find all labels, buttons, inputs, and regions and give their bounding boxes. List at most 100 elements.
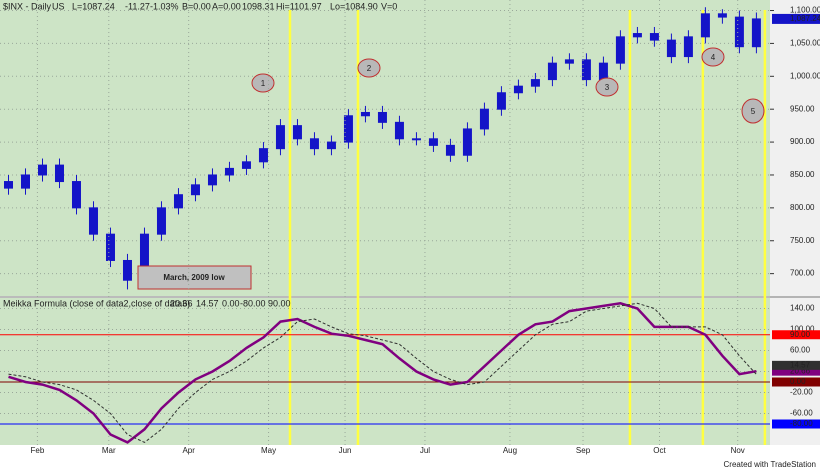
footer: Created with TradeStation: [724, 460, 817, 469]
y-tick-label: 1,000.00: [790, 71, 820, 80]
header-text: -11.27: [125, 1, 150, 11]
header-text: 1098.31: [242, 1, 275, 11]
indicator-level: -80.00: [240, 298, 266, 308]
candle-body: [547, 62, 557, 81]
y-tick-label: -20.00: [790, 388, 813, 397]
candle-body: [411, 138, 421, 141]
candle-body: [751, 18, 761, 48]
x-tick-label: Mar: [102, 446, 116, 455]
header-text: US: [52, 1, 65, 11]
x-tick-label: Apr: [182, 446, 195, 455]
indicator-level: 90.00: [268, 298, 291, 308]
candle-body: [88, 207, 98, 235]
indicator-line: [8, 302, 757, 443]
candle-body: [241, 161, 251, 169]
last-price-box: [772, 13, 820, 24]
level-box: [772, 377, 820, 387]
candle-body: [581, 59, 591, 81]
candle-body: [122, 259, 132, 281]
candle-body: [683, 36, 693, 58]
x-tick-label: Aug: [503, 446, 517, 455]
level-label: 90.00: [790, 330, 811, 339]
header-text: V=0: [381, 1, 397, 11]
candle-body: [173, 194, 183, 209]
candle-body: [258, 148, 268, 163]
candle-body: [343, 115, 353, 143]
price-panel: [0, 0, 770, 296]
candle-body: [700, 13, 710, 38]
indicator-level: 0.00: [222, 298, 240, 308]
annotation-label: 3: [605, 83, 610, 92]
level-box: [772, 330, 820, 340]
y-tick-label: 1,050.00: [790, 39, 820, 48]
annotation-circle: [701, 47, 725, 67]
candle-body: [37, 164, 47, 176]
level-label: 0.00: [790, 377, 806, 386]
candle-body: [190, 184, 200, 196]
candle-body: [530, 79, 540, 87]
level-box: [772, 419, 820, 429]
candle-body: [734, 16, 744, 48]
candle-body: [564, 59, 574, 64]
candle-body: [20, 174, 30, 189]
level-label: -80.00: [790, 419, 813, 428]
y-tick-label: 950.00: [790, 104, 815, 113]
y-tick-label: 60.00: [790, 346, 811, 355]
last-price-label: 1,087.24: [790, 14, 820, 23]
candle-body: [156, 207, 166, 235]
candle-body: [377, 111, 387, 123]
candle-body: [309, 138, 319, 150]
annotation-circle: [357, 58, 381, 78]
x-tick-label: Jun: [339, 446, 352, 455]
x-tick-label: Sep: [576, 446, 591, 455]
candle-body: [649, 33, 659, 41]
annotation-circle: [741, 98, 765, 124]
annotation-label: 4: [711, 53, 716, 62]
header-text: Lo=1084.90: [330, 1, 378, 11]
candle-body: [105, 233, 115, 261]
candle-body: [513, 85, 523, 94]
candle-body: [54, 164, 64, 183]
value-box: [772, 360, 820, 370]
candle-body: [224, 167, 234, 176]
annotation-label: March, 2009 low: [163, 273, 225, 282]
y-tick-label: 100.00: [790, 325, 815, 334]
header-text: Hi=1101.97: [276, 1, 322, 11]
x-tick-label: Feb: [30, 446, 44, 455]
indicator-line: [8, 302, 757, 444]
candle-body: [207, 174, 217, 186]
header-text: A=0.00: [212, 1, 241, 11]
header-text: L=1087.24: [72, 1, 115, 11]
annotation-label: 1: [261, 79, 266, 88]
annotation-circle: [251, 73, 275, 93]
candle-body: [462, 128, 472, 156]
x-tick-label: Oct: [653, 446, 666, 455]
y-tick-label: 850.00: [790, 170, 815, 179]
x-tick-label: May: [261, 446, 276, 455]
candle-body: [428, 138, 438, 146]
value-label: 14.57: [790, 360, 811, 369]
candle-body: [3, 181, 13, 189]
header-text: B=0.00: [182, 1, 211, 11]
candle-body: [394, 121, 404, 140]
y-tick-label: -60.00: [790, 409, 813, 418]
y-tick-label: 140.00: [790, 304, 815, 313]
annotation-label: 2: [367, 64, 372, 73]
candle-body: [717, 13, 727, 18]
annotation-box: [137, 265, 252, 290]
candle-body: [615, 36, 625, 64]
candle-body: [445, 144, 455, 156]
candle-body: [292, 125, 302, 140]
x-tick-label: Jul: [420, 446, 430, 455]
header-text: -1.03%: [150, 1, 179, 11]
candle-body: [360, 111, 370, 117]
y-tick-label: 750.00: [790, 236, 815, 245]
header-text: $INX - Daily: [3, 1, 52, 11]
candle-body: [666, 39, 676, 58]
candle-body: [326, 141, 336, 150]
candle-body: [479, 108, 489, 130]
indicator-value: 14.57: [196, 298, 219, 308]
candle-body: [71, 181, 81, 209]
candle-body: [598, 62, 608, 81]
